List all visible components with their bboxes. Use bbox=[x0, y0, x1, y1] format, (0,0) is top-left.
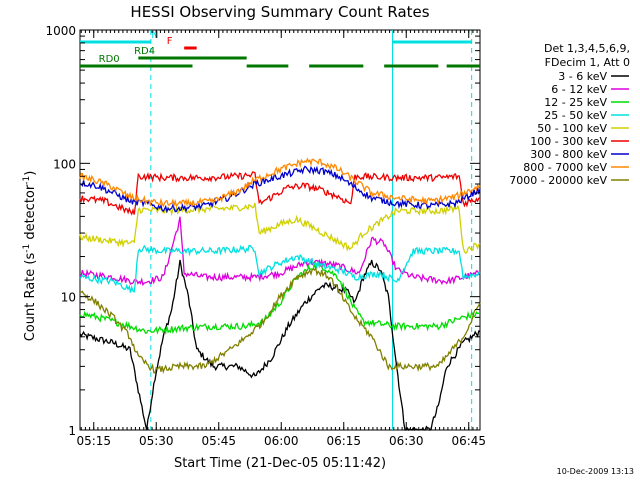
series-line bbox=[79, 261, 481, 335]
y-tick-label: 10 bbox=[61, 291, 76, 305]
y-axis-label: Count Rate (s-1 detector-1) bbox=[22, 171, 38, 342]
y-tick-label: 1000 bbox=[45, 24, 76, 38]
series-line bbox=[79, 202, 481, 255]
series-line bbox=[79, 216, 481, 287]
mode-bar-label: F bbox=[167, 36, 173, 47]
mode-bar-label: RD4 bbox=[134, 46, 155, 57]
legend-label: 25 - 50 keV bbox=[544, 109, 607, 122]
footer-timestamp: 10-Dec-2009 13:13 bbox=[557, 467, 634, 476]
x-tick-label: 06:15 bbox=[326, 434, 361, 448]
plot-area bbox=[79, 29, 481, 431]
legend-label: 100 - 300 keV bbox=[530, 135, 607, 148]
y-axis: 1 10 100 1000 bbox=[45, 24, 480, 438]
series-line bbox=[79, 171, 481, 216]
x-axis: 05:15 05:30 05:45 06:00 06:15 06:30 06:45 bbox=[76, 30, 486, 448]
mode-bar-label: RD0 bbox=[99, 54, 120, 65]
legend-label: 300 - 800 keV bbox=[530, 148, 607, 161]
x-tick-label: 06:00 bbox=[264, 434, 299, 448]
x-tick-label: 06:45 bbox=[451, 434, 486, 448]
mode-annotations: NF RD0 RD4 bbox=[80, 30, 480, 430]
plot-frame bbox=[79, 29, 481, 431]
series-group bbox=[79, 157, 481, 432]
legend-header-2: FDecim 1, Att 0 bbox=[545, 56, 630, 69]
legend-label: 7000 - 20000 keV bbox=[509, 174, 607, 187]
x-tick-label: 05:45 bbox=[201, 434, 236, 448]
x-tick-label: 05:15 bbox=[76, 434, 111, 448]
legend-label: 3 - 6 keV bbox=[558, 70, 607, 83]
mode-bar-label: N bbox=[151, 30, 158, 41]
chart-title: HESSI Observing Summary Count Rates bbox=[130, 3, 429, 21]
y-tick-label: 1 bbox=[68, 424, 76, 438]
x-tick-label: 06:30 bbox=[389, 434, 424, 448]
legend-label: 50 - 100 keV bbox=[537, 122, 607, 135]
series-line bbox=[79, 259, 481, 432]
y-tick-label: 100 bbox=[53, 157, 76, 171]
legend-label: 6 - 12 keV bbox=[551, 83, 607, 96]
x-axis-label: Start Time (21-Dec-05 05:11:42) bbox=[174, 456, 386, 471]
series-line bbox=[79, 244, 481, 293]
legend-header-1: Det 1,3,4,5,6,9, bbox=[544, 42, 630, 55]
x-tick-label: 05:30 bbox=[139, 434, 174, 448]
legend-label: 800 - 7000 keV bbox=[523, 161, 607, 174]
legend-label: 12 - 25 keV bbox=[544, 96, 607, 109]
series-line bbox=[79, 266, 481, 374]
series-line bbox=[79, 157, 481, 209]
legend: Det 1,3,4,5,6,9, FDecim 1, Att 0 3 - 6 k… bbox=[509, 42, 630, 187]
